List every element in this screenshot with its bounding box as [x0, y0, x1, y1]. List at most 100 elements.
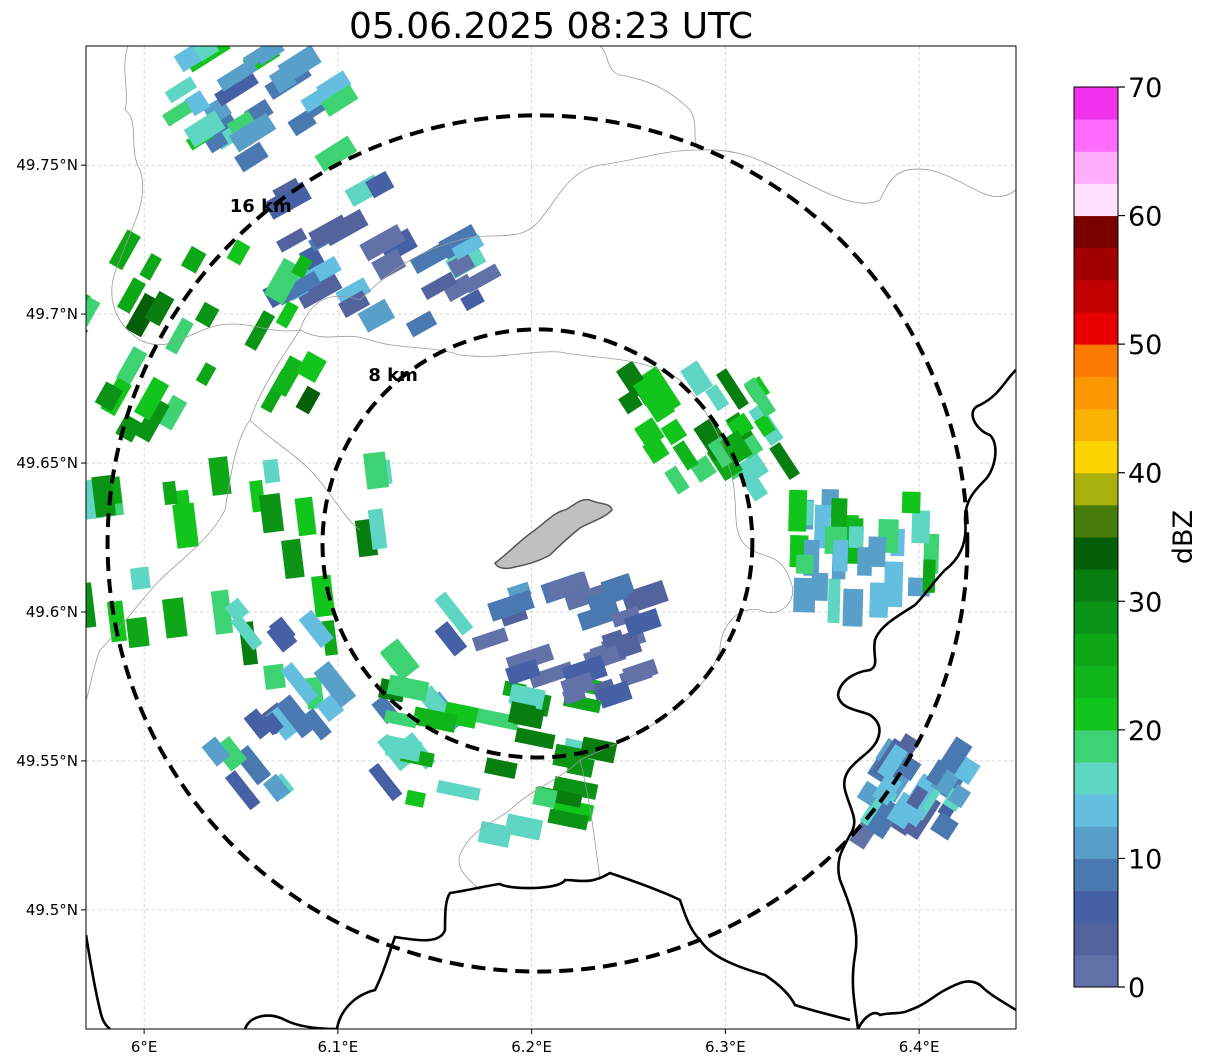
- colorbar-tick-label: 10: [1128, 844, 1162, 875]
- colorbar-segment: [1074, 215, 1118, 249]
- echo-gate: [224, 597, 250, 623]
- echo-gate: [367, 508, 388, 550]
- echo-gate: [545, 571, 590, 602]
- echo-gate: [157, 394, 188, 431]
- echo-gate: [412, 706, 458, 733]
- colorbar-segment: [1074, 440, 1118, 474]
- longitude-ticks: 6°E 6.1°E 6.2°E 6.3°E 6.4°E: [131, 1029, 940, 1056]
- echo-gate: [116, 346, 148, 385]
- echo-gate: [788, 489, 808, 532]
- echo-gate: [263, 181, 312, 220]
- echo-gate: [447, 251, 476, 278]
- lat-tick-label: 49.5°N: [26, 901, 78, 919]
- echo-gate: [938, 736, 973, 775]
- echo-gate: [869, 582, 889, 618]
- echo-gate: [830, 498, 848, 531]
- echo-gate: [173, 46, 215, 73]
- echo-gate: [856, 780, 882, 807]
- echo-gate: [743, 377, 777, 418]
- colorbar-segment: [1074, 504, 1118, 538]
- echo-gate: [876, 743, 909, 781]
- echo-gate: [129, 566, 151, 591]
- echo-gate: [832, 539, 849, 572]
- colorbar-segment: [1074, 344, 1118, 377]
- colorbar-frame: [1073, 86, 1119, 988]
- echo-gate: [622, 658, 659, 685]
- echo-gate: [134, 397, 170, 443]
- colorbar-tick-label: 70: [1128, 73, 1162, 104]
- echo-gate: [165, 317, 194, 355]
- echo-gate: [43, 326, 70, 361]
- colorbar-segment: [1074, 312, 1118, 345]
- colorbar-segment: [1074, 183, 1118, 217]
- echo-gate: [184, 89, 211, 117]
- echo-gate: [195, 362, 217, 387]
- echo-gate: [901, 491, 921, 514]
- colorbar-segment: [1074, 665, 1118, 699]
- colorbar-tick-label: 40: [1128, 459, 1162, 490]
- echo-gate: [438, 223, 481, 260]
- echo-gate: [462, 263, 502, 294]
- colorbar-tick-label: 20: [1128, 716, 1162, 747]
- echo-gate: [316, 693, 345, 723]
- colorbar-segment: [1074, 954, 1118, 988]
- echo-gate: [108, 229, 141, 271]
- echo-gate: [705, 384, 730, 412]
- echo-gate: [601, 629, 625, 649]
- echo-gate: [664, 465, 690, 495]
- colorbar-tick-label: 50: [1128, 330, 1162, 361]
- echo-gate: [795, 554, 814, 574]
- country-borders: [86, 369, 1016, 1029]
- range-ring-label: 8 km: [368, 365, 418, 386]
- colorbar-segment: [1074, 729, 1118, 763]
- echo-gate: [560, 671, 596, 700]
- admin-boundary-west: [111, 46, 301, 346]
- echo-gate: [268, 65, 297, 94]
- lat-tick-label: 49.55°N: [16, 752, 78, 770]
- echo-gate: [230, 614, 263, 651]
- echo-gate: [514, 727, 556, 750]
- echo-gate: [404, 789, 426, 808]
- echo-gate: [947, 784, 972, 809]
- echo-gate: [161, 597, 188, 639]
- echo-gate: [210, 589, 234, 635]
- admin-boundary-inner: [249, 419, 361, 531]
- lon-tick-label: 6°E: [131, 1038, 158, 1056]
- range-ring-8km: [320, 327, 755, 760]
- echo-gate: [848, 526, 864, 549]
- echo-gate: [842, 588, 864, 627]
- echo-gate: [275, 300, 299, 329]
- lon-tick-label: 6.1°E: [317, 1038, 358, 1056]
- figure-title: 05.06.2025 08:23 UTC: [349, 6, 753, 47]
- echo-gate: [193, 46, 220, 62]
- echo-gate: [300, 87, 330, 113]
- colorbar-segment: [1074, 87, 1118, 120]
- echo-gate: [621, 579, 669, 615]
- echo-gate: [243, 708, 273, 740]
- echo-gate: [827, 578, 841, 624]
- echo-gate: [577, 601, 622, 631]
- colorbar-segment: [1074, 472, 1118, 506]
- colorbar-tick-label: 60: [1128, 202, 1162, 233]
- echo-gate: [436, 780, 481, 801]
- colorbar-segment: [1074, 569, 1118, 602]
- lat-tick-label: 49.65°N: [16, 454, 78, 472]
- echo-gate: [133, 376, 170, 421]
- colorbar-segment: [1074, 376, 1118, 409]
- echo-gate: [409, 243, 449, 275]
- echo-gate: [769, 441, 800, 481]
- colorbar-segment: [1074, 794, 1118, 827]
- echo-gate: [91, 474, 117, 518]
- echo-gate: [86, 296, 101, 327]
- echo-gate: [596, 680, 633, 709]
- colorbar: 0 10 20 30 40 50 60 70 dBZ: [1073, 73, 1199, 1004]
- colorbar-label: dBZ: [1168, 510, 1199, 564]
- echo-gate: [266, 620, 298, 653]
- echo-gate: [371, 248, 407, 281]
- border-east: [836, 369, 1016, 1029]
- echo-gate: [420, 271, 458, 300]
- echo-gate: [610, 606, 642, 628]
- echo-gate: [363, 451, 390, 490]
- colorbar-segment: [1074, 826, 1118, 859]
- lon-tick-label: 6.4°E: [899, 1038, 940, 1056]
